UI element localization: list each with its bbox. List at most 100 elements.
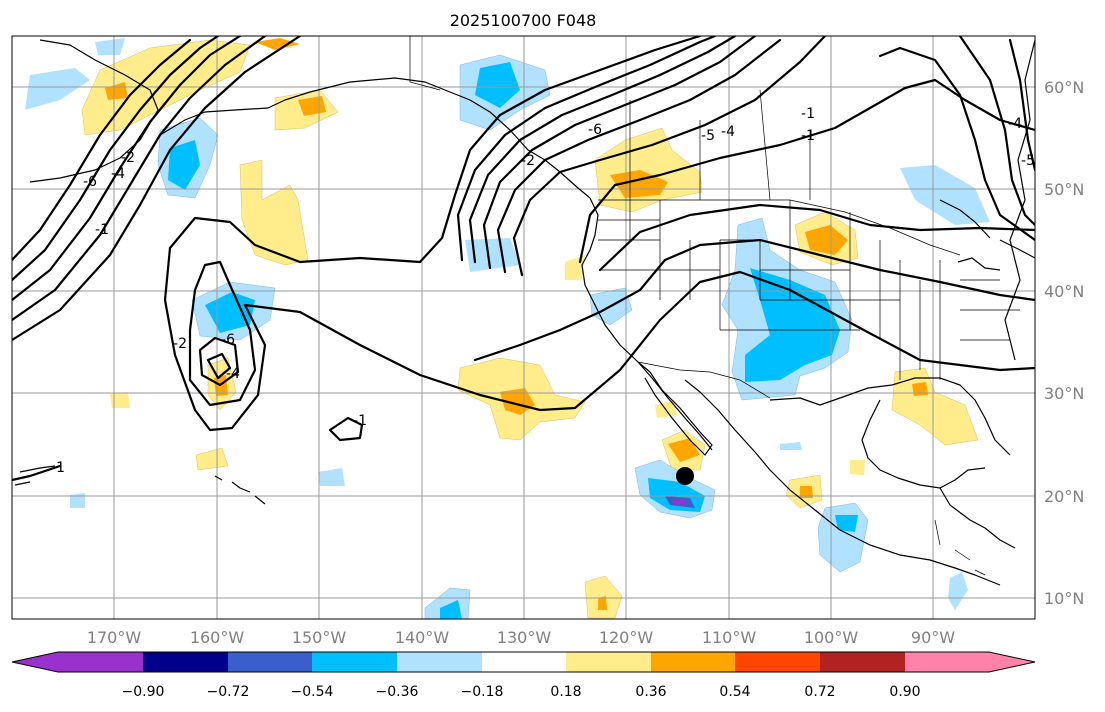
colorbar-tick-label: 0.72 <box>804 684 835 700</box>
graticule <box>12 36 1035 619</box>
longitude-labels: 170°W 160°W 150°W 140°W 130°W 120°W 110°… <box>87 628 955 647</box>
contour-label: -6 <box>83 174 97 190</box>
east-coast <box>1004 39 1035 361</box>
figure-title: 2025100700 F048 <box>450 11 597 30</box>
contour-label: -4 <box>1008 116 1022 132</box>
lat-label: 10°N <box>1044 589 1084 608</box>
shade-orange <box>805 225 848 255</box>
lon-label: 100°W <box>804 628 859 647</box>
contour-line <box>12 36 267 322</box>
shade-light-blue <box>780 442 802 450</box>
central-america-borders <box>934 519 986 576</box>
contour-line <box>1008 38 1035 172</box>
shade-light-blue <box>318 468 345 486</box>
coastlines <box>14 39 1035 586</box>
contour-label: -5 <box>701 128 715 144</box>
colorbar-tick-label: 0.90 <box>889 684 920 700</box>
lon-label: 160°W <box>190 628 245 647</box>
colorbar-swatch <box>820 652 905 672</box>
contour-label: -6 <box>588 122 602 138</box>
contour-line <box>512 36 827 277</box>
height-contours <box>12 36 1035 482</box>
contour-line <box>456 36 717 262</box>
us-mexico-border <box>637 361 771 399</box>
shade-orange <box>255 38 300 50</box>
contour-label: -4 <box>721 124 735 140</box>
colorbar-extend-high <box>989 652 1035 672</box>
contour-line <box>206 352 232 380</box>
shade-yellow <box>110 392 130 408</box>
lon-label: 150°W <box>292 628 347 647</box>
contour-line <box>578 78 1035 264</box>
contour-label: -1 <box>801 106 815 122</box>
shade-yellow <box>195 447 229 471</box>
colorbar-tick-label: −0.18 <box>461 684 504 700</box>
contour-line <box>482 36 757 270</box>
shade-orange <box>800 486 813 498</box>
contour-label: -1 <box>801 128 815 144</box>
colorbar-swatch <box>397 652 482 672</box>
lon-label: 130°W <box>497 628 552 647</box>
shade-blue <box>168 140 200 190</box>
gulf-coast <box>769 377 1011 489</box>
colorbar-swatch <box>143 652 228 672</box>
colorbar-swatch <box>566 652 651 672</box>
colorbar-swatch <box>482 652 566 672</box>
contour-line <box>878 46 1035 242</box>
contour-labels: -6 -4 -2 -1 -2 -4 -6 -6 -5 -4 -1 -1 -2 -… <box>51 106 1035 476</box>
lon-label: 110°W <box>702 628 757 647</box>
shade-blue <box>475 62 520 108</box>
shade-light-blue <box>900 165 990 225</box>
shade-light-blue <box>70 493 85 508</box>
colorbar-swatch <box>905 652 989 672</box>
storm-location-marker <box>676 467 694 485</box>
shade-yellow <box>850 460 865 475</box>
shade-blue <box>440 600 462 619</box>
contour-label: -4 <box>111 166 125 182</box>
contour-line <box>598 203 1035 272</box>
contour-label: -2 <box>521 153 535 169</box>
colorbar-outline <box>11 651 1036 673</box>
colorbar-tick-label: −0.90 <box>122 684 165 700</box>
colorbar-tick-label: 0.18 <box>550 684 581 700</box>
contour-line <box>958 36 1035 227</box>
contour-label: -1 <box>353 413 367 429</box>
contour-line <box>12 38 192 262</box>
contour-line <box>163 246 1035 432</box>
contour-label: -4 <box>226 366 240 382</box>
colorbar-swatch <box>651 652 735 672</box>
shade-blue <box>745 268 840 382</box>
shade-orange <box>500 388 535 415</box>
lat-label: 40°N <box>1044 282 1084 301</box>
canada-us-border <box>598 199 961 256</box>
baja-peninsula <box>637 361 713 456</box>
lat-label: 20°N <box>1044 487 1084 506</box>
shade-orange <box>912 382 928 396</box>
lon-label: 140°W <box>395 628 450 647</box>
contour-line <box>496 38 782 274</box>
colorbar-swatch <box>228 652 312 672</box>
contour-label: -2 <box>121 150 135 166</box>
latitude-labels: 60°N 50°N 40°N 30°N 20°N 10°N <box>1044 78 1084 608</box>
contour-label: -1 <box>95 222 109 238</box>
contour-line <box>328 416 364 442</box>
colorbar-extend-low <box>12 652 58 672</box>
contour-label: -2 <box>173 336 187 352</box>
yucatan-coast <box>939 487 1016 549</box>
shade-orange <box>668 438 700 462</box>
colorbar-swatch <box>58 652 143 672</box>
map-frame <box>11 35 1036 620</box>
shade-yellow <box>239 159 309 266</box>
lon-label: 120°W <box>599 628 654 647</box>
contour-label: -6 <box>221 332 235 348</box>
lat-label: 60°N <box>1044 78 1084 97</box>
colorbar-tick-label: 0.54 <box>719 684 750 700</box>
contour-line <box>12 36 302 342</box>
colorbar-swatch <box>312 652 397 672</box>
mexico-pacific-coast <box>684 379 1001 586</box>
colorbar-swatch <box>735 652 820 672</box>
contour-label: -1 <box>51 460 65 476</box>
alaska-canada-border <box>409 36 441 91</box>
contour-line <box>12 36 242 302</box>
